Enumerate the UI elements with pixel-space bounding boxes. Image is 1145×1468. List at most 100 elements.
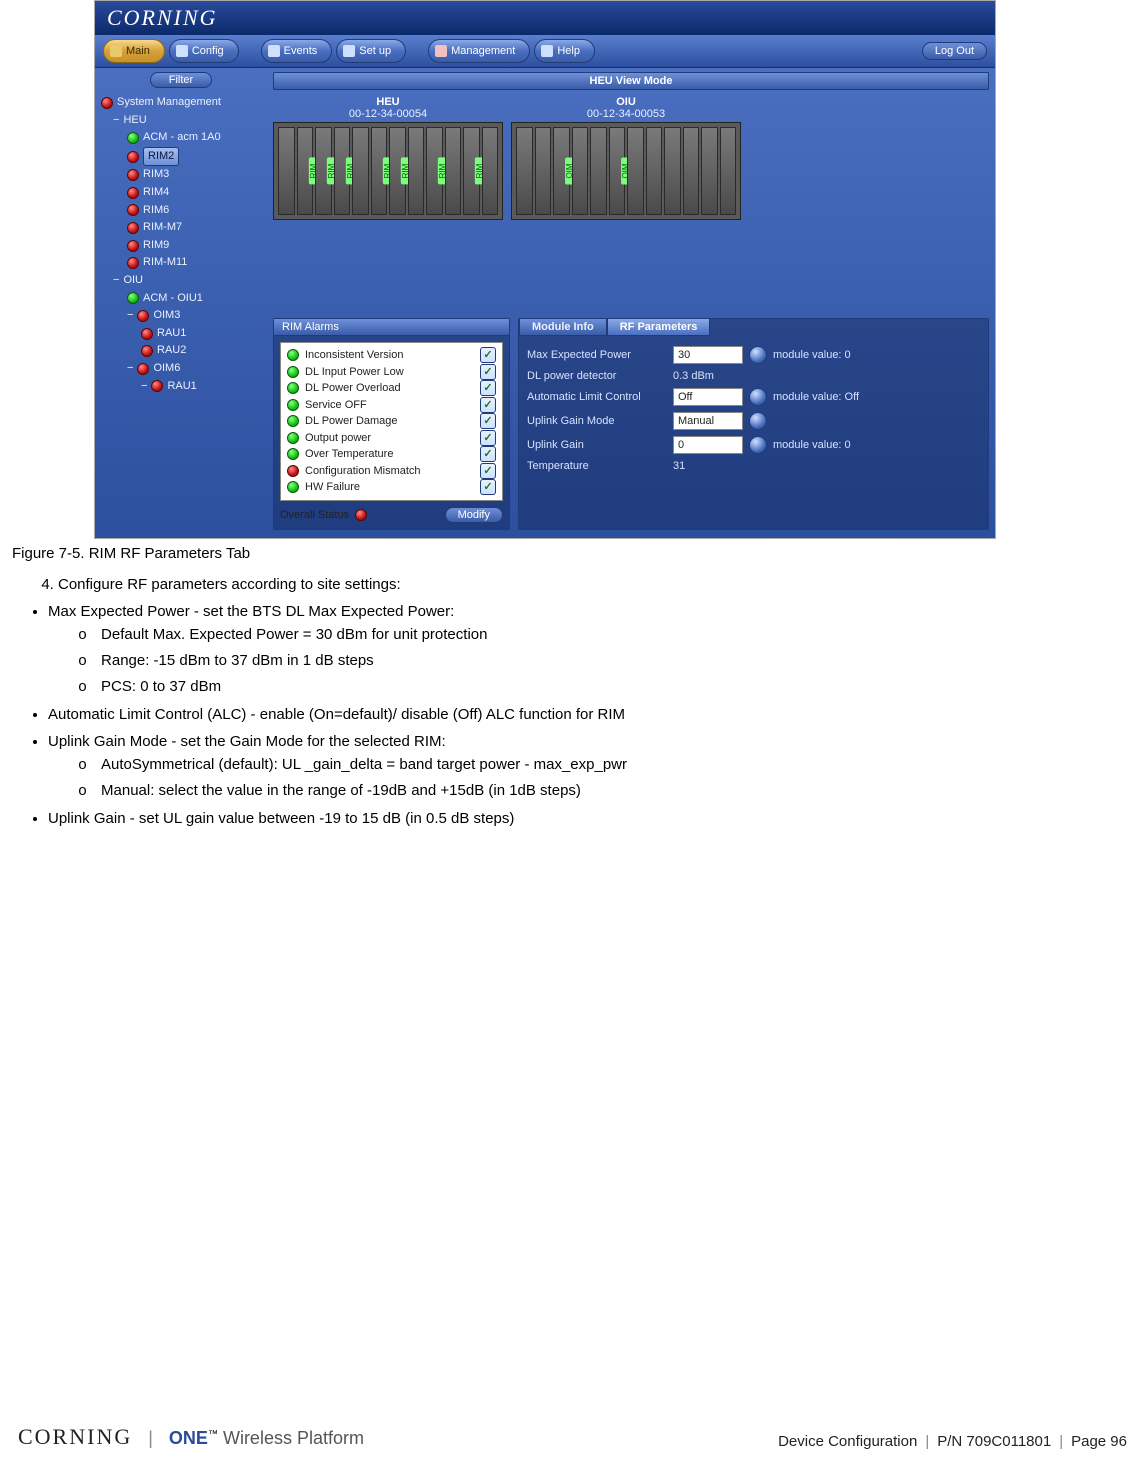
tree-oiu[interactable]: − OIU — [101, 272, 263, 290]
tree-item-label: ACM - acm 1A0 — [143, 129, 221, 147]
status-icon — [141, 345, 153, 357]
tree-heu[interactable]: − HEU — [101, 112, 263, 130]
tree-item[interactable]: RIM4 — [101, 184, 263, 202]
heu-label: HEU — [273, 96, 503, 108]
slot[interactable] — [482, 127, 499, 215]
slot[interactable] — [516, 127, 533, 215]
rf-row-ugm: Uplink Gain Mode Manual — [527, 412, 980, 430]
slot[interactable] — [664, 127, 681, 215]
slot[interactable] — [535, 127, 552, 215]
tab-rf-parameters[interactable]: RF Parameters — [607, 318, 711, 336]
tree-item[interactable]: RIM3 — [101, 166, 263, 184]
tree-item[interactable]: RIM-M7 — [101, 219, 263, 237]
tree-item-label: RAU1 — [167, 378, 196, 396]
sidebar: Filter System Management − HEU ACM - acm… — [95, 68, 267, 538]
alarm-row: Over Temperature ✓ — [287, 446, 496, 463]
slot[interactable] — [334, 127, 351, 215]
tree-item[interactable]: ACM - acm 1A0 — [101, 129, 263, 147]
slot[interactable] — [315, 127, 332, 215]
ug-input[interactable]: 0 — [673, 436, 743, 454]
tree-item-label: RAU1 — [157, 325, 186, 343]
slot[interactable] — [646, 127, 663, 215]
slot[interactable] — [463, 127, 480, 215]
logout-button[interactable]: Log Out — [922, 42, 987, 60]
nav-help[interactable]: Help — [534, 39, 595, 63]
tree-item[interactable]: −RAU1 — [101, 378, 263, 396]
alarm-checkbox[interactable]: ✓ — [480, 347, 496, 363]
tree-item[interactable]: RIM-M11 — [101, 254, 263, 272]
slot[interactable] — [701, 127, 718, 215]
device-tree[interactable]: System Management − HEU ACM - acm 1A0 RI… — [95, 90, 267, 399]
alarm-label: Over Temperature — [305, 446, 393, 463]
nav-help-label: Help — [557, 45, 580, 57]
nav-setup-label: Set up — [359, 45, 391, 57]
oiu-chassis[interactable] — [511, 122, 741, 220]
slot[interactable] — [445, 127, 462, 215]
slot[interactable] — [408, 127, 425, 215]
tree-item[interactable]: −OIM6 — [101, 360, 263, 378]
slot[interactable] — [426, 127, 443, 215]
slot[interactable] — [553, 127, 570, 215]
nav-events-label: Events — [284, 45, 318, 57]
alarm-checkbox[interactable]: ✓ — [480, 479, 496, 495]
tree-item[interactable]: RAU2 — [101, 342, 263, 360]
nav-management-label: Management — [451, 45, 515, 57]
nav-config-label: Config — [192, 45, 224, 57]
tree-item[interactable]: RIM2 — [101, 147, 263, 167]
bullet-alc: Automatic Limit Control (ALC) - enable (… — [48, 706, 1133, 723]
dropdown-icon[interactable] — [749, 412, 767, 430]
alc-select[interactable]: Off — [673, 388, 743, 406]
refresh-icon[interactable] — [749, 436, 767, 454]
slot[interactable] — [278, 127, 295, 215]
dropdown-icon[interactable] — [749, 388, 767, 406]
tree-item[interactable]: RIM9 — [101, 237, 263, 255]
app-window: CORNING Main Config Events Set up Manage… — [94, 0, 996, 539]
tree-item[interactable]: −OIM3 — [101, 307, 263, 325]
nav-main[interactable]: Main — [103, 39, 165, 63]
bullet-ugm: Uplink Gain Mode - set the Gain Mode for… — [48, 733, 1133, 800]
mep-input[interactable]: 30 — [673, 346, 743, 364]
slot[interactable] — [683, 127, 700, 215]
slot[interactable] — [609, 127, 626, 215]
nav-management[interactable]: Management — [428, 39, 530, 63]
status-icon — [127, 151, 139, 163]
alarms-list: Inconsistent Version✓DL Input Power Low✓… — [280, 342, 503, 501]
nav-events[interactable]: Events — [261, 39, 333, 63]
heu-chassis[interactable] — [273, 122, 503, 220]
alarm-checkbox[interactable]: ✓ — [480, 446, 496, 462]
alarm-label: HW Failure — [305, 479, 360, 496]
slot[interactable] — [389, 127, 406, 215]
status-icon — [127, 132, 139, 144]
alarm-checkbox[interactable]: ✓ — [480, 397, 496, 413]
slot[interactable] — [297, 127, 314, 215]
slot[interactable] — [352, 127, 369, 215]
tree-root[interactable]: System Management — [101, 94, 263, 112]
footer-section: Device Configuration — [778, 1433, 917, 1450]
nav-setup[interactable]: Set up — [336, 39, 406, 63]
tree-item-label: OIM6 — [153, 360, 180, 378]
slot[interactable] — [627, 127, 644, 215]
alarm-checkbox[interactable]: ✓ — [480, 430, 496, 446]
nav-config[interactable]: Config — [169, 39, 239, 63]
modify-button[interactable]: Modify — [445, 507, 503, 523]
tree-item[interactable]: ACM - OIU1 — [101, 290, 263, 308]
status-icon — [127, 292, 139, 304]
tab-module-info[interactable]: Module Info — [519, 318, 607, 336]
refresh-icon[interactable] — [749, 346, 767, 364]
filter-button[interactable]: Filter — [150, 72, 212, 88]
status-icon — [137, 363, 149, 375]
alarm-checkbox[interactable]: ✓ — [480, 463, 496, 479]
ugm-select[interactable]: Manual — [673, 412, 743, 430]
alarm-checkbox[interactable]: ✓ — [480, 380, 496, 396]
slot[interactable] — [720, 127, 737, 215]
tree-item[interactable]: RAU1 — [101, 325, 263, 343]
rf-row-mep: Max Expected Power 30 module value: 0 — [527, 346, 980, 364]
slot[interactable] — [371, 127, 388, 215]
tree-item-label: RIM-M7 — [143, 219, 182, 237]
slot[interactable] — [590, 127, 607, 215]
alarm-checkbox[interactable]: ✓ — [480, 364, 496, 380]
tree-item[interactable]: RIM6 — [101, 202, 263, 220]
alarm-checkbox[interactable]: ✓ — [480, 413, 496, 429]
slot[interactable] — [572, 127, 589, 215]
sub-list: AutoSymmetrical (default): UL _gain_delt… — [78, 756, 1133, 800]
